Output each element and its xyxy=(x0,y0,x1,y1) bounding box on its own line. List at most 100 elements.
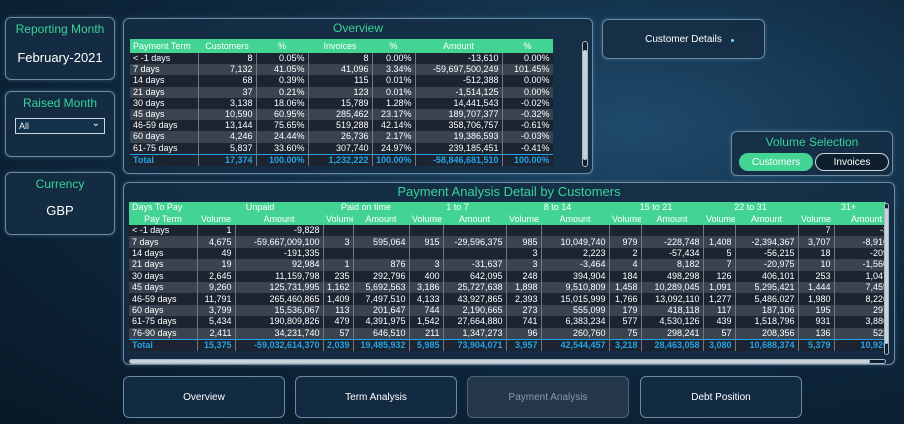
payment-analysis-cell: 273 xyxy=(506,304,542,317)
overview-cell: 14,441,543 xyxy=(415,97,503,109)
payment-analysis-cell: 136 xyxy=(798,327,835,340)
payment-analysis-cell: 1,542 xyxy=(409,316,444,328)
overview-cell: 239,185,451 xyxy=(415,142,503,154)
payment-analysis-cell: 5,434 xyxy=(197,316,236,328)
payment-analysis-cell: 11,159,798 xyxy=(235,270,324,282)
dot-icon xyxy=(731,39,734,42)
overview-cell: 4,246 xyxy=(198,131,257,143)
raised-month-dropdown[interactable]: All ⌄ xyxy=(15,118,105,134)
overview-row: 30 days 3,138 18.06% 15,789 1.28% 14,441,543-… xyxy=(130,97,553,109)
payment-analysis-hscrollbar-thumb[interactable] xyxy=(130,360,870,363)
payment-analysis-cell: 30 days xyxy=(129,270,198,282)
overview-title: Overview xyxy=(332,21,383,35)
payment-analysis-cell: 406,101 xyxy=(735,270,799,282)
payment-analysis-cell xyxy=(609,225,642,237)
payment-analysis-vscrollbar[interactable] xyxy=(884,203,889,355)
payment-analysis-cell: 27,664,880 xyxy=(443,316,507,328)
payment-analysis-total-cell: -59,032,614,370 xyxy=(235,338,324,351)
payment-analysis-cell: 8,226,3 xyxy=(834,293,886,305)
payment-analysis-cell: 126 xyxy=(703,270,736,282)
payment-analysis-cell: 8,182 xyxy=(641,259,704,271)
payment-analysis-cell: 4,530,126 xyxy=(641,316,704,328)
payment-analysis-cell: 57 xyxy=(323,327,354,340)
payment-analysis-cell: 3 xyxy=(409,259,444,271)
payment-analysis-cell xyxy=(703,225,736,237)
payment-analysis-cell: -209,6 xyxy=(834,247,886,260)
overview-cell: 115 xyxy=(308,75,373,87)
overview-cell: 5,837 xyxy=(198,142,257,154)
customer-details-button[interactable]: Customer Details xyxy=(602,19,765,59)
payment-analysis-cell: 21 days xyxy=(129,259,198,271)
toggle-invoices[interactable]: Invoices xyxy=(815,153,889,171)
chevron-down-icon: ⌄ xyxy=(91,118,100,129)
payment-analysis-row: 21 days 19 92,984 1 876 3 -31,637 3 -3,464 4 8,182… xyxy=(129,259,886,271)
days-group-header: 31+ xyxy=(798,202,886,213)
overview-total-cell: -58,846,681,510 xyxy=(415,153,503,166)
payment-analysis-cell: 931 xyxy=(798,316,835,328)
payment-analysis-cell: 2,223 xyxy=(541,247,610,260)
payment-analysis-cell: 13,092,110 xyxy=(641,293,704,305)
payment-analysis-row: 61-75 days 5,434 190,809,826 479 4,391,975 1,… xyxy=(129,316,886,328)
days-group-header: Unpaid xyxy=(197,202,323,213)
volume-header: Volume xyxy=(197,213,235,225)
reporting-month-value: February-2021 xyxy=(17,50,103,65)
overview-cell: 358,706,757 xyxy=(415,120,503,132)
payment-analysis-cell: 61-75 days xyxy=(129,316,198,328)
payment-analysis-cell: 96 xyxy=(506,327,542,340)
overview-header-cell: % xyxy=(502,39,553,53)
reporting-month-title: Reporting Month xyxy=(15,22,105,36)
toggle-customers[interactable]: Customers xyxy=(739,153,813,171)
overview-cell: 30 days xyxy=(130,97,199,109)
overview-cell: 8 xyxy=(198,53,257,65)
payment-analysis-cell: 4,675 xyxy=(197,236,236,248)
overview-cell: 21 days xyxy=(130,86,199,98)
payment-analysis-cell xyxy=(641,225,704,237)
payment-analysis-cell: 4 xyxy=(609,259,642,271)
overview-cell: -0.03% xyxy=(502,131,553,143)
overview-cell: 1.28% xyxy=(372,97,416,109)
nav-term-analysis-button[interactable]: Term Analysis xyxy=(295,376,457,418)
payment-analysis-row: 46-59 days 11,791 265,460,865 1,409 7,497,51… xyxy=(129,293,886,305)
payment-analysis-total-cell: 5,985 xyxy=(409,338,444,351)
overview-total-cell: 17,374 xyxy=(198,153,257,166)
payment-analysis-cell: 1,980 xyxy=(798,293,835,305)
overview-scrollbar-thumb[interactable] xyxy=(583,50,587,160)
payment-analysis-cell: 179 xyxy=(609,304,642,317)
nav-payment-analysis-button[interactable]: Payment Analysis xyxy=(467,376,629,418)
overview-cell: 307,740 xyxy=(308,142,373,154)
overview-row: < -1 days 8 0.05% 8 0.00% -13,610 0.00% xyxy=(130,53,553,65)
payment-analysis-cell: 1,347,273 xyxy=(443,327,507,340)
overview-total-row: Total 17,374 100.00% 1,232,222 100.00% -58,84… xyxy=(130,153,553,166)
payment-analysis-cell: 10,049,740 xyxy=(541,236,610,248)
overview-cell: 7,132 xyxy=(198,64,257,76)
payment-analysis-hscrollbar[interactable] xyxy=(129,359,886,364)
amount-header: Amount xyxy=(235,213,323,225)
payment-analysis-cell: -3,464 xyxy=(541,259,610,271)
payment-analysis-cell: 3,799 xyxy=(197,304,236,317)
overview-row: 46-59 days 13,144 75.65% 519,288 42.14% 358,7… xyxy=(130,120,553,132)
overview-cell: 18.06% xyxy=(256,97,309,109)
overview-total-cell: 100.00% xyxy=(372,153,416,166)
overview-scrollbar[interactable] xyxy=(582,41,588,167)
overview-cell: 37 xyxy=(198,86,257,98)
overview-header-cell: Invoices xyxy=(308,39,372,53)
overview-cell: 2.17% xyxy=(372,131,416,143)
volume-header: Volume xyxy=(609,213,641,225)
payment-analysis-cell: 298,241 xyxy=(641,327,704,340)
payment-analysis-cell: 5 xyxy=(703,247,736,260)
payment-analysis-cell: 6,383,234 xyxy=(541,316,610,328)
nav-overview-button[interactable]: Overview xyxy=(123,376,285,418)
overview-cell: -1,514,125 xyxy=(415,86,503,98)
payment-analysis-cell: 45 days xyxy=(129,281,198,294)
payment-analysis-cell: 7,459,9 xyxy=(834,281,886,294)
payment-analysis-cell: -228,748 xyxy=(641,236,704,248)
payment-analysis-cell: 979 xyxy=(609,236,642,248)
reporting-month-card: Reporting Month February-2021 xyxy=(5,17,115,80)
payment-analysis-cell: 915 xyxy=(409,236,444,248)
payment-analysis-row: 14 days 49 -191,335 3 2,223 2 -57,434 5 -56,215 1… xyxy=(129,247,886,260)
payment-analysis-vscrollbar-thumb[interactable] xyxy=(885,208,888,344)
payment-analysis-cell: 1,458 xyxy=(609,281,642,294)
nav-debt-position-button[interactable]: Debt Position xyxy=(640,376,802,418)
payment-analysis-cell: 741 xyxy=(506,316,542,328)
